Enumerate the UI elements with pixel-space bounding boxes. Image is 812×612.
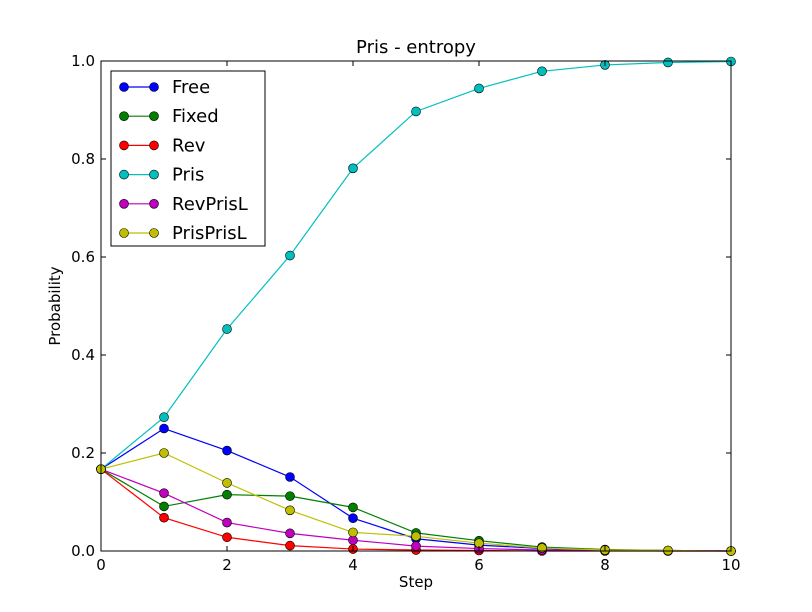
legend-label: Fixed	[172, 106, 219, 127]
legend-marker	[119, 140, 129, 151]
data-point-prisprisl	[159, 448, 169, 458]
data-point-fixed	[159, 501, 169, 512]
legend-marker	[149, 111, 159, 121]
x-tick-label: 8	[600, 556, 610, 574]
legend-entry-rev: Rev	[119, 135, 206, 156]
data-point-rev	[222, 532, 232, 543]
legend-entry-revprisl: RevPrisL	[119, 194, 248, 215]
data-point-pris	[348, 163, 358, 174]
chart-title: Pris - entropy	[356, 37, 476, 58]
legend-marker	[149, 169, 159, 180]
x-tick-label: 4	[348, 556, 358, 574]
legend-entry-prisprisl: PrisPrisL	[119, 223, 247, 244]
x-tick-label: 6	[474, 556, 484, 574]
legend-entry-free: Free	[119, 77, 210, 98]
y-tick-label: 0.0	[71, 542, 95, 560]
legend-marker	[119, 228, 129, 238]
legend-marker	[119, 169, 129, 180]
data-point-free	[222, 445, 232, 456]
data-point-pris	[537, 66, 547, 77]
series-pris	[96, 56, 736, 474]
y-tick-label: 0.6	[71, 248, 95, 266]
series-layer	[96, 56, 736, 556]
y-axis-label: Probability	[46, 266, 64, 345]
y-tick-label: 1.0	[71, 52, 95, 70]
data-point-prisprisl	[285, 505, 295, 516]
data-point-free	[159, 423, 169, 434]
legend-label: PrisPrisL	[172, 223, 247, 244]
legend-marker	[149, 82, 159, 92]
legend-label: Free	[172, 77, 210, 98]
legend-marker	[119, 111, 129, 121]
legend-label: Pris	[172, 165, 204, 186]
y-tick-label: 0.2	[71, 444, 95, 462]
legend-marker	[149, 140, 159, 151]
data-point-revprisl	[411, 541, 421, 551]
legend-marker	[149, 199, 159, 209]
legend: Free Fixed Rev Pris RevPrisL PrisPrisL	[110, 70, 266, 247]
legend-box	[110, 70, 266, 247]
data-point-pris	[222, 324, 232, 334]
legend-entry-fixed: Fixed	[119, 106, 219, 127]
ticks-layer: 0 2 4 6 8 10 0.0 0.2 0.4 0.6 0.8 1.0	[71, 52, 740, 574]
x-tick-label: 2	[222, 556, 232, 574]
data-point-prisprisl	[348, 527, 358, 538]
data-point-rev	[159, 512, 169, 523]
legend-label: RevPrisL	[172, 194, 248, 215]
data-point-fixed	[348, 502, 358, 513]
x-tick-label: 0	[96, 556, 106, 574]
plot-frame	[100, 60, 732, 552]
data-point-pris	[285, 250, 295, 261]
x-tick-label: 10	[721, 556, 740, 574]
x-axis-label: Step	[399, 573, 433, 591]
data-point-revprisl	[159, 488, 169, 498]
data-point-pris	[474, 83, 484, 94]
legend-marker	[119, 82, 129, 92]
data-point-revprisl	[285, 528, 295, 539]
data-point-pris	[159, 412, 169, 423]
data-point-pris	[663, 57, 673, 68]
data-point-rev	[285, 540, 295, 551]
data-point-fixed	[285, 491, 295, 501]
legend-marker	[119, 199, 129, 209]
data-point-free	[348, 513, 358, 523]
data-point-fixed	[222, 489, 232, 500]
data-point-prisprisl	[537, 543, 547, 553]
data-point-prisprisl	[222, 478, 232, 488]
legend-marker	[149, 228, 159, 238]
data-point-free	[285, 472, 295, 482]
y-tick-label: 0.4	[71, 346, 95, 364]
data-point-revprisl	[222, 517, 232, 528]
y-tick-label: 0.8	[71, 150, 95, 168]
legend-entry-pris: Pris	[119, 165, 204, 186]
legend-label: Rev	[172, 135, 206, 156]
data-point-prisprisl	[411, 531, 421, 542]
series-prisprisl	[96, 448, 736, 556]
data-point-pris	[411, 106, 421, 117]
